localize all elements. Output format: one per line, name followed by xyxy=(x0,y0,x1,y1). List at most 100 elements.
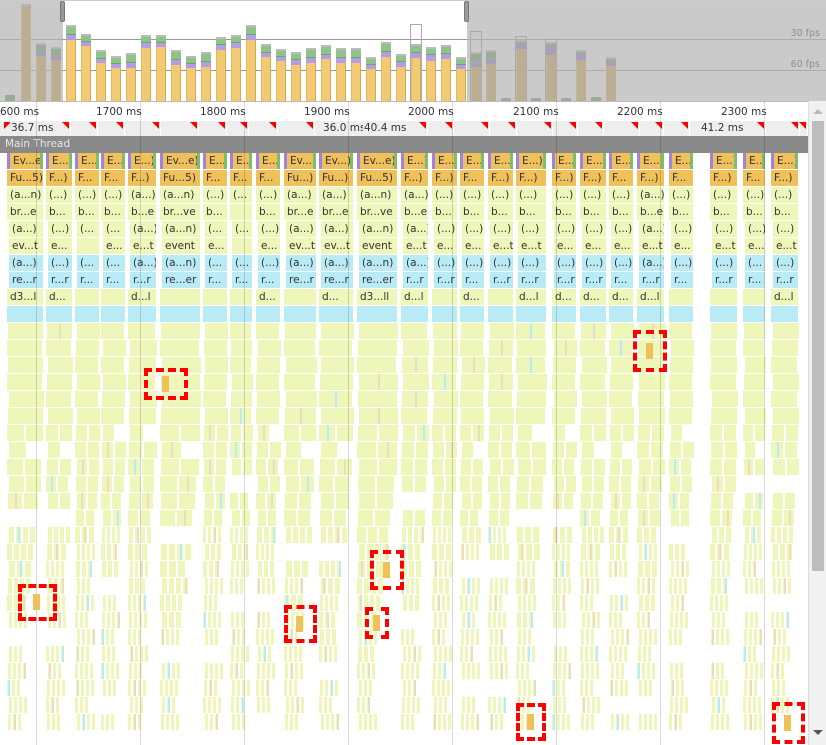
call-stack-entry[interactable] xyxy=(160,476,177,492)
call-stack-entry[interactable] xyxy=(7,595,12,611)
call-stack-entry[interactable] xyxy=(622,459,632,475)
call-stack-entry[interactable] xyxy=(444,612,447,628)
anonymous-fn-entry[interactable]: (a...) xyxy=(321,255,353,271)
call-stack-entry[interactable] xyxy=(644,680,647,696)
call-stack-entry[interactable] xyxy=(112,527,115,543)
anonymous-fn-entry[interactable]: (a...) xyxy=(128,187,156,203)
small-entry[interactable] xyxy=(620,340,622,356)
call-stack-entry[interactable] xyxy=(449,561,452,577)
call-stack-entry[interactable] xyxy=(442,629,445,645)
call-stack-entry[interactable] xyxy=(262,697,265,713)
call-stack-entry[interactable] xyxy=(652,578,655,594)
call-stack-entry[interactable] xyxy=(438,663,441,679)
small-entry[interactable] xyxy=(214,527,216,543)
call-stack-entry[interactable] xyxy=(9,561,15,577)
event-entry[interactable]: e... xyxy=(205,238,227,254)
call-stack-entry[interactable] xyxy=(236,646,239,662)
call-stack-entry[interactable] xyxy=(581,578,584,594)
anonymous-fn-entry[interactable]: (...) xyxy=(434,255,457,271)
call-stack-entry[interactable] xyxy=(596,663,599,679)
small-entry[interactable] xyxy=(323,578,325,594)
redraw-entry[interactable]: r... xyxy=(671,272,693,288)
anonymous-fn-entry[interactable]: (... xyxy=(103,221,125,237)
small-entry[interactable] xyxy=(209,459,211,475)
small-entry[interactable] xyxy=(748,459,750,475)
call-stack-entry[interactable] xyxy=(30,527,35,543)
call-stack-entry[interactable] xyxy=(518,374,547,390)
event-entry[interactable]: e...t xyxy=(712,238,737,254)
call-stack-entry[interactable] xyxy=(170,680,173,696)
call-stack-entry[interactable] xyxy=(406,629,409,645)
call-stack-entry[interactable] xyxy=(609,561,612,577)
brush-move-entry[interactable]: b...e xyxy=(637,204,664,220)
call-stack-entry[interactable] xyxy=(493,612,496,628)
call-stack-entry[interactable] xyxy=(711,578,715,594)
call-stack-entry[interactable] xyxy=(102,527,105,543)
call-stack-entry[interactable] xyxy=(76,561,80,577)
call-stack-entry[interactable] xyxy=(723,493,733,509)
small-entry[interactable] xyxy=(583,697,585,713)
call-stack-entry[interactable] xyxy=(359,714,362,730)
call-stack-entry[interactable] xyxy=(321,493,334,509)
call-stack-entry[interactable] xyxy=(245,527,248,543)
call-stack-entry[interactable] xyxy=(521,714,524,730)
call-stack-entry[interactable] xyxy=(648,646,651,662)
call-stack-entry[interactable] xyxy=(518,425,532,441)
call-stack-entry[interactable] xyxy=(621,629,624,645)
call-stack-entry[interactable] xyxy=(743,510,751,526)
call-stack-entry[interactable] xyxy=(669,544,673,560)
frame-cell[interactable] xyxy=(553,121,578,136)
call-stack-entry[interactable] xyxy=(52,714,55,730)
small-entry[interactable] xyxy=(147,493,149,509)
call-stack-entry[interactable] xyxy=(411,578,414,594)
call-stack-entry[interactable] xyxy=(585,646,588,662)
call-stack-entry[interactable] xyxy=(444,646,447,662)
call-stack-entry[interactable] xyxy=(357,442,376,458)
call-stack-entry[interactable] xyxy=(172,595,176,611)
call-stack-entry[interactable] xyxy=(609,646,612,662)
call-stack-entry[interactable] xyxy=(712,391,738,407)
call-stack-entry[interactable] xyxy=(490,578,493,594)
small-entry[interactable] xyxy=(337,714,339,730)
call-stack-entry[interactable] xyxy=(160,595,164,611)
call-stack-entry[interactable] xyxy=(586,714,589,730)
call-stack-entry[interactable] xyxy=(755,425,765,441)
call-stack-entry[interactable] xyxy=(434,476,444,492)
call-stack-entry[interactable] xyxy=(517,612,521,628)
call-stack-entry[interactable] xyxy=(359,459,377,475)
small-entry[interactable] xyxy=(102,663,104,679)
call-stack-entry[interactable] xyxy=(643,646,646,662)
brush-move-entry[interactable]: b... xyxy=(771,204,798,220)
call-stack-entry[interactable] xyxy=(75,391,98,407)
call-stack-entry[interactable] xyxy=(329,646,332,662)
call-stack-entry[interactable] xyxy=(710,425,722,441)
call-stack-entry[interactable] xyxy=(286,527,291,543)
event-entry[interactable]: E...) xyxy=(771,153,798,169)
event-entry[interactable]: E... xyxy=(256,153,280,169)
call-stack-entry[interactable] xyxy=(377,493,393,509)
render-entry[interactable] xyxy=(284,306,316,322)
call-stack-entry[interactable] xyxy=(623,425,634,441)
call-stack-entry[interactable] xyxy=(680,697,683,713)
call-stack-entry[interactable] xyxy=(669,323,692,339)
call-stack-entry[interactable] xyxy=(554,425,565,441)
call-stack-entry[interactable] xyxy=(771,527,775,543)
call-stack-entry[interactable] xyxy=(139,663,142,679)
call-stack-entry[interactable] xyxy=(552,323,575,339)
call-stack-entry[interactable] xyxy=(261,629,264,645)
call-stack-entry[interactable] xyxy=(48,408,73,424)
small-entry[interactable] xyxy=(387,442,389,458)
call-stack-entry[interactable] xyxy=(208,527,211,543)
call-stack-entry[interactable] xyxy=(434,391,458,407)
brush-move-entry[interactable]: b... xyxy=(710,204,737,220)
call-stack-entry[interactable] xyxy=(610,544,614,560)
call-stack-entry[interactable] xyxy=(407,697,410,713)
redraw-entry[interactable]: r...r xyxy=(554,272,576,288)
call-stack-entry[interactable] xyxy=(82,544,85,560)
anonymous-fn-entry[interactable]: (a...n) xyxy=(7,187,43,203)
call-stack-entry[interactable] xyxy=(319,340,352,356)
call-stack-entry[interactable] xyxy=(258,510,266,526)
function-call-entry[interactable]: F...) xyxy=(516,170,546,186)
render-entry[interactable] xyxy=(7,306,43,322)
call-stack-entry[interactable] xyxy=(335,680,338,696)
